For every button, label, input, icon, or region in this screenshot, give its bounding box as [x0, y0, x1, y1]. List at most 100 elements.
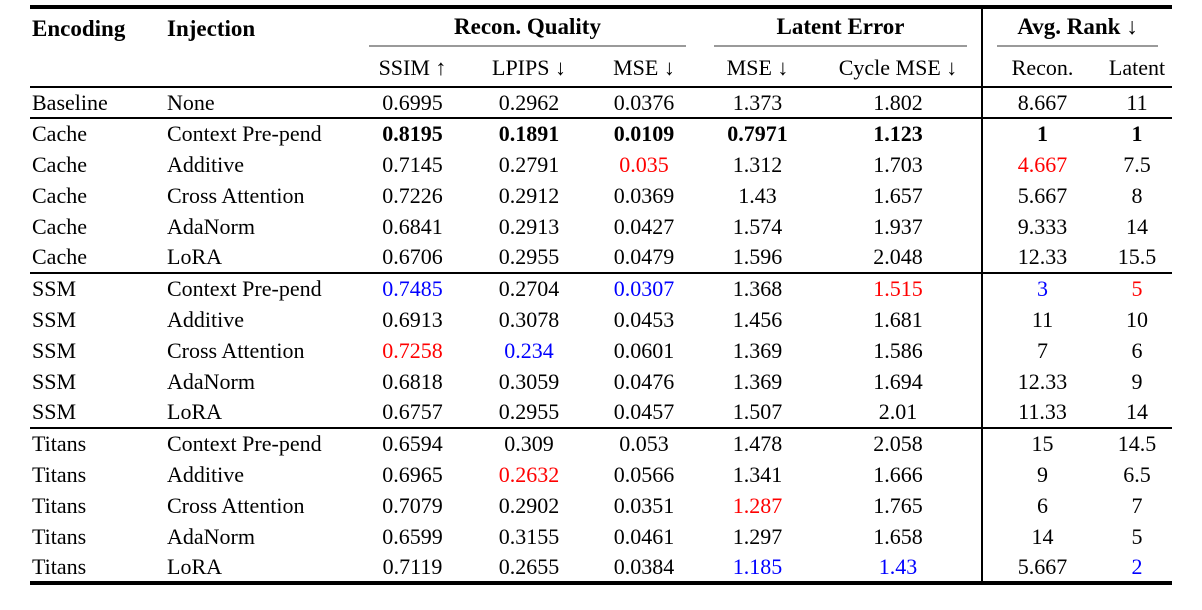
encoding-cell: Baseline — [32, 89, 108, 115]
encoding-cell: SSM — [32, 368, 77, 394]
value-cell: 0.7485 — [355, 272, 470, 304]
value-cell: 1.666 — [873, 461, 923, 487]
column-header-latent-rank: Latent — [1102, 49, 1173, 88]
value-cell: 14 — [981, 521, 1103, 552]
table-row: SSM LoRA 0.6757 0.2955 0.0457 1.507 2.01 11.33 1… — [30, 397, 1172, 428]
value-cell: 0.035 — [619, 151, 669, 177]
value-cell: 5 — [1102, 272, 1173, 304]
value-cell: 1.123 — [815, 117, 983, 149]
value-cell: 9.333 — [981, 211, 1103, 242]
value-cell: 0.2955 — [498, 399, 560, 424]
table-row: Titans Additive 0.6965 0.2632 0.0566 1.341 1.6… — [30, 459, 1172, 490]
value-cell: 0.7079 — [382, 492, 443, 518]
table-row: Cache Cross Attention 0.7226 0.2912 0.0369 1.… — [30, 180, 1172, 211]
value-cell: 0.8195 — [355, 117, 470, 149]
value-cell: 0.2655 — [498, 553, 560, 579]
value-cell: 11 — [1126, 89, 1148, 115]
column-header-recon-rank: Recon. — [981, 49, 1103, 88]
value-cell: 0.0384 — [613, 553, 675, 579]
value-cell: 0.0453 — [613, 306, 675, 332]
value-cell: 1.596 — [732, 244, 783, 269]
value-cell: 7 — [981, 335, 1103, 366]
value-cell: 0.0427 — [613, 213, 675, 239]
value-cell: 5 — [1131, 523, 1143, 549]
sub-header-row: SSIM ↑ LPIPS ↓ MSE ↓ MSE ↓ Cycle MSE ↓ R… — [30, 49, 1173, 88]
value-cell: 0.0566 — [613, 461, 675, 487]
value-cell: 1.765 — [873, 492, 923, 518]
value-cell: 6 — [981, 490, 1103, 521]
value-cell: 0.0351 — [613, 492, 675, 518]
encoding-cell: Titans — [32, 461, 87, 487]
table-row: SSM Additive 0.6913 0.3078 0.0453 1.456 1.681 1… — [30, 304, 1172, 335]
value-cell: 1.937 — [873, 213, 923, 239]
value-cell: 1.515 — [815, 272, 983, 304]
encoding-cell: Titans — [30, 427, 165, 459]
injection-cell: Additive — [167, 306, 244, 332]
value-cell: 0.2962 — [498, 89, 560, 115]
table-row: Titans AdaNorm 0.6599 0.3155 0.0461 1.297 1.65… — [30, 521, 1172, 552]
column-header-mse-latent: MSE ↓ — [700, 49, 816, 88]
value-cell: 1.574 — [732, 213, 783, 239]
injection-cell: AdaNorm — [167, 523, 255, 549]
value-cell: 6.5 — [1123, 461, 1151, 487]
value-cell: 1.287 — [732, 492, 783, 518]
value-cell: 0.3059 — [498, 368, 560, 394]
injection-cell: Context Pre-pend — [165, 272, 355, 304]
value-cell: 7 — [1131, 492, 1143, 518]
value-cell: 4.667 — [981, 149, 1103, 180]
value-cell: 2.048 — [873, 244, 923, 269]
table-row: Titans LoRA 0.7119 0.2655 0.0384 1.185 1.43 5.6… — [30, 552, 1172, 583]
value-cell: 0.6965 — [382, 461, 443, 487]
value-cell: 0.2912 — [498, 182, 560, 208]
injection-cell: LoRA — [167, 244, 222, 269]
value-cell: 11.33 — [981, 397, 1103, 428]
column-header-encoding: Encoding — [30, 7, 165, 88]
value-cell: 15 — [981, 427, 1103, 459]
value-cell: 0.0457 — [613, 399, 675, 424]
value-cell: 9 — [981, 459, 1103, 490]
value-cell: 0.3155 — [498, 523, 560, 549]
encoding-cell: Cache — [32, 213, 87, 239]
group-header-row: Encoding Injection Recon. Quality Latent… — [30, 7, 1173, 88]
value-cell: 0.6995 — [382, 89, 443, 115]
value-cell: 0.2955 — [498, 244, 560, 269]
value-cell: 1.456 — [732, 306, 783, 332]
value-cell: 0.0479 — [613, 244, 675, 269]
group-header-avg-rank: Avg. Rank ↓ — [981, 7, 1173, 49]
value-cell: 1.312 — [732, 151, 783, 177]
encoding-cell: SSM — [30, 272, 165, 304]
value-cell: 1.368 — [700, 272, 816, 304]
value-cell: 1.341 — [732, 461, 783, 487]
value-cell: 0.0461 — [613, 523, 675, 549]
group-header-latent-error-label: Latent Error — [714, 14, 968, 47]
value-cell: 0.0307 — [588, 272, 701, 304]
value-cell: 14 — [1126, 399, 1149, 424]
table-row: Cache Additive 0.7145 0.2791 0.035 1.312 1.703… — [30, 149, 1172, 180]
value-cell: 7.5 — [1123, 151, 1151, 177]
value-cell: 1.43 — [738, 182, 777, 208]
table-row: Cache Context Pre-pend 0.8195 0.1891 0.0109 0… — [30, 117, 1173, 149]
value-cell: 0.2632 — [498, 461, 560, 487]
value-cell: 0.6818 — [382, 368, 443, 394]
value-cell: 1.703 — [873, 151, 923, 177]
injection-cell: Context Pre-pend — [165, 427, 355, 459]
value-cell: 0.0369 — [613, 182, 675, 208]
column-header-ssim: SSIM ↑ — [355, 49, 470, 88]
table-row: Cache AdaNorm 0.6841 0.2913 0.0427 1.574 1.937… — [30, 211, 1172, 242]
value-cell: 1 — [1102, 117, 1173, 149]
value-cell: 14.5 — [1102, 427, 1173, 459]
value-cell: 0.0601 — [613, 337, 675, 363]
value-cell: 0.0109 — [588, 117, 701, 149]
injection-cell: Additive — [167, 151, 244, 177]
value-cell: 0.309 — [470, 427, 588, 459]
table-row: SSM Cross Attention 0.7258 0.234 0.0601 1.369… — [30, 335, 1172, 366]
value-cell: 1.297 — [732, 523, 783, 549]
value-cell: 0.6599 — [382, 523, 443, 549]
value-cell: 1.369 — [732, 337, 783, 363]
table-row: Titans Context Pre-pend 0.6594 0.309 0.053 1.… — [30, 427, 1173, 459]
injection-cell: Additive — [167, 461, 244, 487]
encoding-cell: SSM — [32, 306, 77, 332]
value-cell: 0.7226 — [382, 182, 443, 208]
value-cell: 1 — [981, 117, 1103, 149]
value-cell: 0.6757 — [382, 399, 443, 424]
